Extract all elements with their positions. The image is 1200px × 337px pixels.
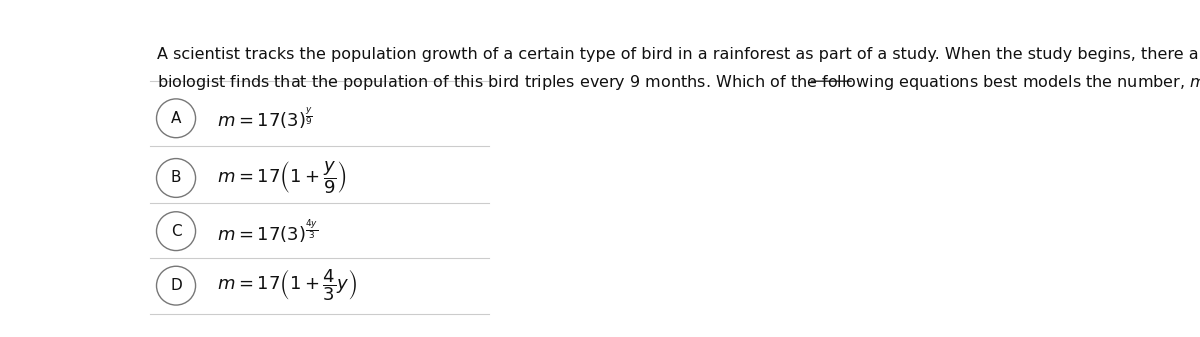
Text: D: D xyxy=(170,278,182,293)
Text: $m = 17(3)^{\frac{4y}{3}}$: $m = 17(3)^{\frac{4y}{3}}$ xyxy=(217,217,318,245)
Text: A scientist tracks the population growth of a certain type of bird in a rainfore: A scientist tracks the population growth… xyxy=(157,47,1200,62)
Text: C: C xyxy=(170,224,181,239)
Text: $m = 17(3)^{\frac{y}{9}}$: $m = 17(3)^{\frac{y}{9}}$ xyxy=(217,105,313,131)
Text: $m = 17\left(1 + \dfrac{y}{9}\right)$: $m = 17\left(1 + \dfrac{y}{9}\right)$ xyxy=(217,160,347,196)
Text: A: A xyxy=(170,111,181,126)
Text: B: B xyxy=(170,171,181,185)
Text: biologist finds that the population of this bird triples every 9 months. Which o: biologist finds that the population of t… xyxy=(157,73,1200,92)
Text: $m = 17\left(1 + \dfrac{4}{3}y\right)$: $m = 17\left(1 + \dfrac{4}{3}y\right)$ xyxy=(217,268,356,304)
